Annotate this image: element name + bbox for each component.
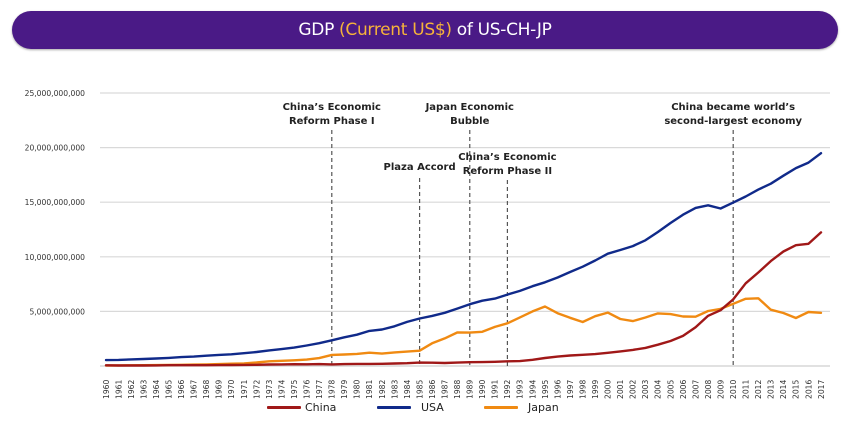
annotations: China’s Economic Reform Phase I Plaza Acco… <box>283 102 803 366</box>
x-tick-label: 1974 <box>277 380 286 399</box>
x-tick-label: 2009 <box>716 380 725 399</box>
x-tick-label: 2012 <box>754 380 763 399</box>
x-tick-label: 1984 <box>403 380 412 399</box>
annotation-label: Japan Economic <box>425 102 514 113</box>
annotation-label: Bubble <box>450 116 489 127</box>
x-tick-label: 2013 <box>767 380 776 399</box>
x-tick-label: 2000 <box>604 380 613 399</box>
x-tick-label: 1971 <box>240 380 249 399</box>
y-tick-label: 5,000,000,000 <box>29 307 85 316</box>
x-tick-label: 1982 <box>378 380 387 399</box>
annotation-label: China’s Economic <box>458 152 556 163</box>
y-tick-label: 15,000,000,000 <box>25 198 86 207</box>
x-tick-label: 2008 <box>704 380 713 399</box>
annotation-label: China’s Economic <box>283 102 381 113</box>
y-tick-label: 25,000,000,000 <box>25 89 86 98</box>
x-tick-label: 1988 <box>453 380 462 399</box>
x-tick-label: 1961 <box>114 380 123 399</box>
annotation-label: Plaza Accord <box>384 162 456 173</box>
x-tick-label: 1969 <box>215 380 224 399</box>
x-tick-label: 1968 <box>202 380 211 399</box>
x-tick-label: 1960 <box>102 380 111 399</box>
legend-item-china: China <box>267 401 336 414</box>
x-tick-label: 1964 <box>152 380 161 399</box>
x-tick-label: 2011 <box>742 380 751 399</box>
series-lines <box>104 151 823 367</box>
legend: China USA Japan <box>0 401 850 421</box>
title-suffix: of US-CH-JP <box>456 20 552 40</box>
annotation-label: Reform Phase II <box>463 166 552 177</box>
x-tick-label: 1996 <box>553 380 562 399</box>
x-tick-label: 1979 <box>340 380 349 399</box>
legend-item-usa: USA <box>377 401 444 414</box>
x-tick-label: 1981 <box>365 380 374 399</box>
y-tick-label: 10,000,000,000 <box>25 253 86 262</box>
legend-swatch-china <box>267 406 301 409</box>
x-tick-label: 1963 <box>139 380 148 399</box>
legend-item-japan: Japan <box>484 401 559 414</box>
x-tick-label: 2002 <box>629 380 638 399</box>
gridlines <box>100 92 830 367</box>
x-tick-label: 1965 <box>165 380 174 399</box>
x-tick-label: 1990 <box>478 380 487 399</box>
x-tick-label: 1992 <box>503 380 512 399</box>
x-tick-label: 1967 <box>190 380 199 399</box>
series-line-china <box>104 231 823 367</box>
x-tick-label: 1994 <box>528 380 537 399</box>
x-tick-label: 2005 <box>666 380 675 399</box>
x-tick-label: 2014 <box>779 380 788 399</box>
legend-label-usa: USA <box>421 401 444 414</box>
x-tick-label: 2001 <box>616 380 625 399</box>
x-tick-label: 1985 <box>415 380 424 399</box>
legend-swatch-japan <box>484 406 518 409</box>
x-tick-label: 2003 <box>641 380 650 399</box>
x-tick-label: 1978 <box>328 380 337 399</box>
x-tick-label: 2016 <box>804 380 813 399</box>
legend-label-china: China <box>305 401 337 414</box>
x-tick-label: 1993 <box>516 380 525 399</box>
x-tick-label: 1999 <box>591 380 600 399</box>
title-prefix: GDP <box>298 20 335 40</box>
series-line-usa <box>104 151 823 362</box>
y-axis-ticks: 5,000,000,000 10,000,000,000 15,000,000,00… <box>25 89 86 316</box>
chart-title-banner: GDP (Current US$) of US-CH-JP <box>12 11 838 49</box>
x-tick-label: 1986 <box>428 380 437 399</box>
x-tick-label: 2015 <box>792 380 801 399</box>
x-tick-label: 1975 <box>290 380 299 399</box>
y-tick-label: 20,000,000,000 <box>25 144 86 153</box>
x-tick-label: 1977 <box>315 380 324 399</box>
x-tick-label: 2017 <box>817 380 826 399</box>
x-tick-label: 1989 <box>466 380 475 399</box>
x-tick-label: 1966 <box>177 380 186 399</box>
x-tick-label: 2004 <box>654 380 663 399</box>
x-axis-ticks: 1960 1961 1962 1963 1964 1965 1966 1967 1968 1969… <box>102 380 826 399</box>
x-tick-label: 1983 <box>390 380 399 399</box>
x-tick-label: 1962 <box>127 380 136 399</box>
x-tick-label: 2010 <box>729 380 738 399</box>
x-tick-label: 1998 <box>578 380 587 399</box>
legend-swatch-usa <box>377 406 411 409</box>
x-tick-label: 1972 <box>252 380 261 399</box>
x-tick-label: 1976 <box>303 380 312 399</box>
annotation-label: second-largest economy <box>664 116 802 127</box>
x-tick-label: 1980 <box>353 380 362 399</box>
annotation-label: China became world’s <box>671 102 795 113</box>
x-tick-label: 1995 <box>541 380 550 399</box>
annotation-label: Reform Phase I <box>289 116 375 127</box>
x-tick-label: 2007 <box>691 380 700 399</box>
x-tick-label: 1991 <box>491 380 500 399</box>
x-tick-label: 1973 <box>265 380 274 399</box>
x-tick-label: 1970 <box>227 380 236 399</box>
title-highlight: (Current US$) <box>339 20 452 40</box>
legend-label-japan: Japan <box>528 401 559 414</box>
x-tick-label: 1997 <box>566 380 575 399</box>
x-tick-label: 1987 <box>440 380 449 399</box>
x-tick-label: 2006 <box>679 380 688 399</box>
